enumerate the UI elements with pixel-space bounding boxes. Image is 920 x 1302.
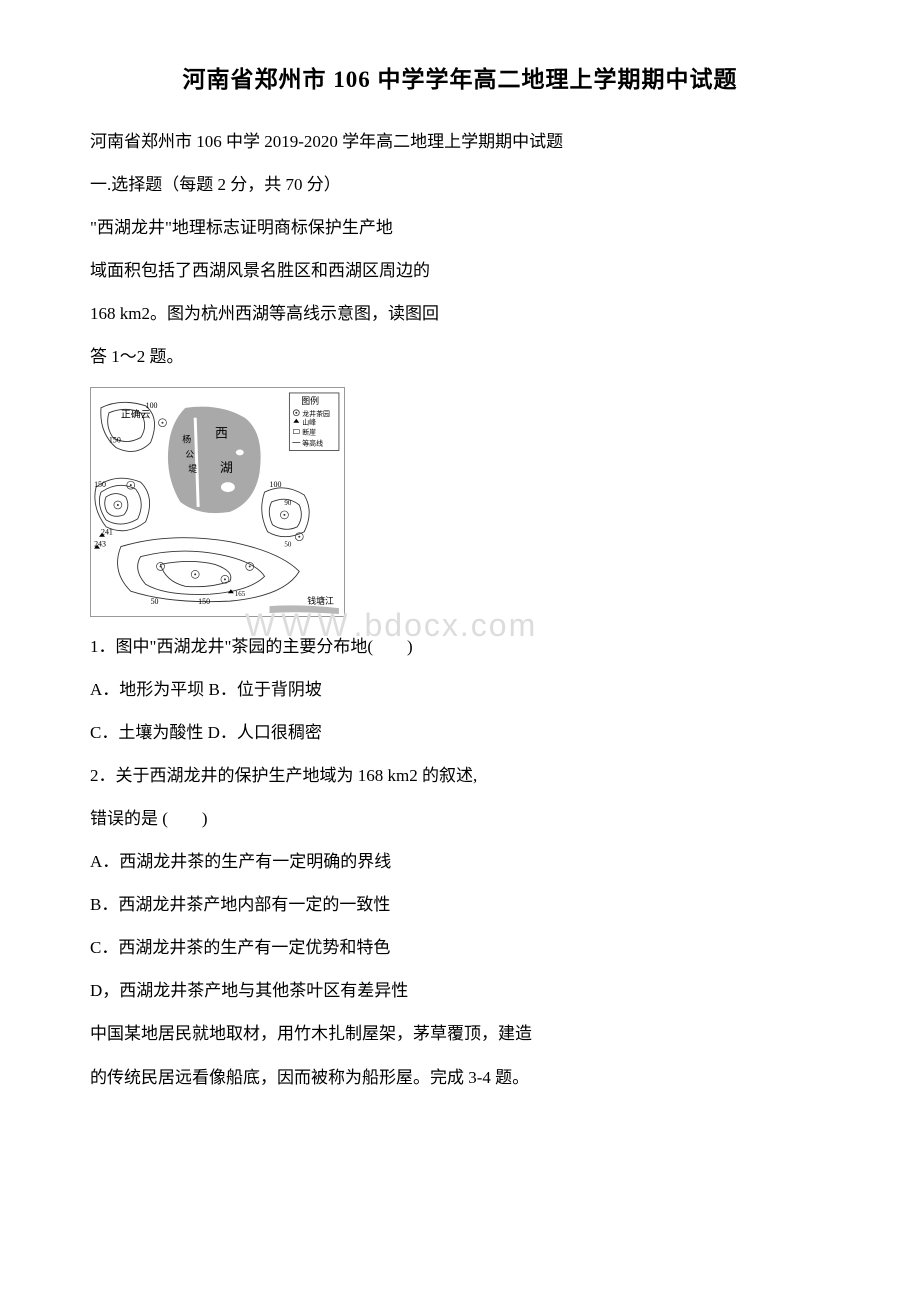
- svg-text:150: 150: [109, 435, 121, 444]
- svg-text:西: 西: [215, 426, 228, 440]
- q2-stem: 错误的是 ( ): [90, 799, 830, 838]
- svg-text:钱塘江: 钱塘江: [307, 595, 334, 606]
- subtitle: 河南省郑州市 106 中学 2019-2020 学年高二地理上学期期中试题: [90, 122, 830, 161]
- svg-text:龙井茶园: 龙井茶园: [302, 408, 330, 417]
- contour-map-svg: 图例 龙井茶园 山峰 断崖 等高线 西 湖 杨 公 堤: [91, 388, 344, 616]
- svg-text:断崖: 断崖: [302, 427, 316, 436]
- svg-text:杨: 杨: [182, 433, 191, 444]
- svg-text:湖: 湖: [220, 461, 233, 475]
- section-heading: 一.选择题（每题 2 分，共 70 分）: [90, 165, 830, 204]
- svg-text:图例: 图例: [301, 394, 319, 405]
- svg-text:100: 100: [270, 480, 282, 489]
- map-figure: 图例 龙井茶园 山峰 断崖 等高线 西 湖 杨 公 堤: [90, 387, 345, 617]
- intro-line: 答 1～2 题。: [90, 337, 830, 376]
- q2-option: C．西湖龙井茶的生产有一定优势和特色: [90, 928, 830, 967]
- svg-text:堤: 堤: [188, 464, 197, 474]
- svg-text:公: 公: [185, 449, 194, 459]
- svg-text:正确云: 正确云: [121, 407, 151, 420]
- svg-text:90: 90: [284, 500, 291, 507]
- intro-line: "西湖龙井"地理标志证明商标保护生产地: [90, 208, 830, 247]
- intro2-line: 的传统民居远看像船底，因而被称为船形屋。完成 3-4 题。: [90, 1058, 830, 1097]
- q1-stem: 1．图中"西湖龙井"茶园的主要分布地( ): [90, 627, 830, 666]
- q1-option: A．地形为平坝 B．位于背阴坡: [90, 670, 830, 709]
- q2-option: D，西湖龙井茶产地与其他茶叶区有差异性: [90, 971, 830, 1010]
- svg-text:100: 100: [146, 400, 158, 409]
- svg-text:150: 150: [94, 480, 106, 489]
- q2-stem: 2．关于西湖龙井的保护生产地域为 168 km2 的叙述,: [90, 756, 830, 795]
- svg-text:165: 165: [235, 591, 246, 598]
- page-title: 河南省郑州市 106 中学学年高二地理上学期期中试题: [90, 60, 830, 94]
- q1-option: C．土壤为酸性 D．人口很稠密: [90, 713, 830, 752]
- svg-text:50: 50: [151, 597, 159, 606]
- q2-option: B．西湖龙井茶产地内部有一定的一致性: [90, 885, 830, 924]
- svg-text:50: 50: [284, 541, 291, 548]
- intro-line: 域面积包括了西湖风景名胜区和西湖区周边的: [90, 251, 830, 290]
- svg-text:150: 150: [198, 597, 210, 606]
- svg-text:等高线: 等高线: [302, 438, 323, 447]
- intro2-line: 中国某地居民就地取材，用竹木扎制屋架，茅草覆顶，建造: [90, 1014, 830, 1053]
- svg-text:山峰: 山峰: [302, 417, 316, 426]
- intro-line: 168 km2。图为杭州西湖等高线示意图，读图回: [90, 294, 830, 333]
- q2-option: A．西湖龙井茶的生产有一定明确的界线: [90, 842, 830, 881]
